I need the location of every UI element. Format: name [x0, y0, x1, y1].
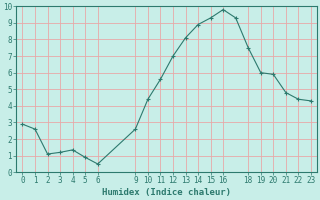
X-axis label: Humidex (Indice chaleur): Humidex (Indice chaleur)	[102, 188, 231, 197]
